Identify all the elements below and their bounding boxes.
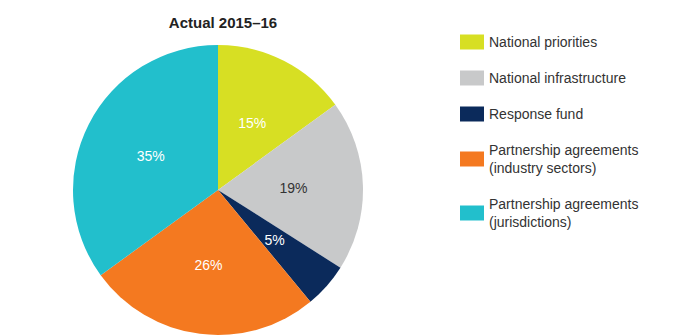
- svg-text:Partnership agreements: Partnership agreements: [489, 142, 642, 158]
- svg-text:5%: 5%: [265, 232, 285, 248]
- svg-text:26%: 26%: [195, 257, 223, 273]
- svg-text:National infrastructure: National infrastructure: [489, 70, 626, 86]
- svg-text:19%: 19%: [279, 180, 307, 196]
- svg-text:National priorities: National priorities: [489, 34, 597, 50]
- svg-text:15%: 15%: [238, 115, 266, 131]
- svg-text:Actual 2015–16: Actual 2015–16: [169, 14, 277, 31]
- svg-text:(industry sectors): (industry sectors): [489, 160, 596, 176]
- svg-text:(jurisdictions): (jurisdictions): [489, 214, 571, 230]
- svg-text:35%: 35%: [137, 148, 165, 164]
- svg-text:Partnership agreements: Partnership agreements: [489, 196, 642, 212]
- svg-text:Response fund: Response fund: [489, 106, 583, 122]
